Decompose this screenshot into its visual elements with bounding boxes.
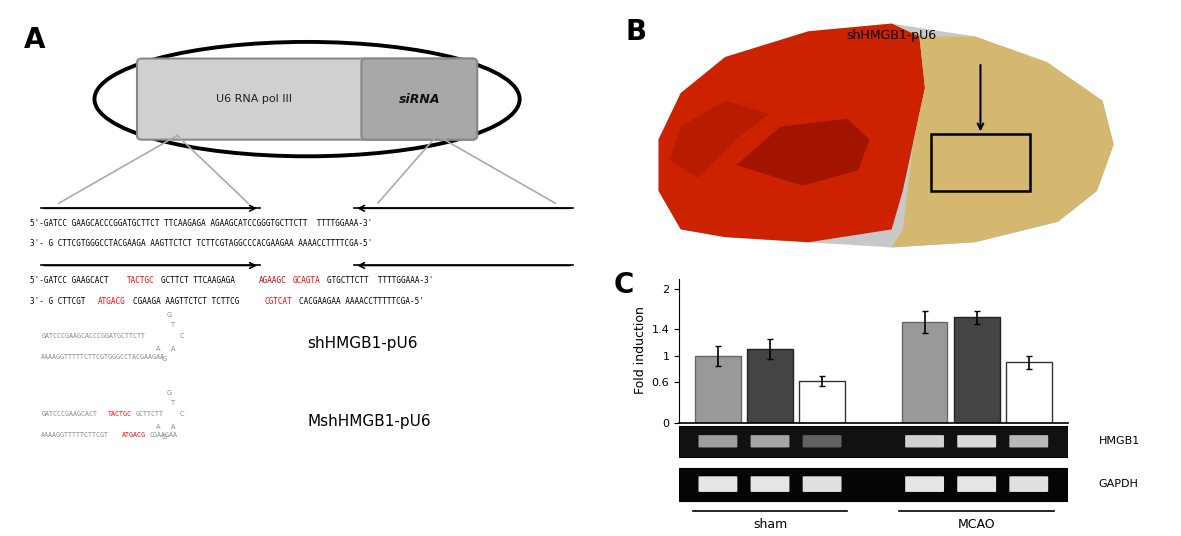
Text: AAAAGGTTTTTCTTCGTGGGCCTACGAAGAA: AAAAGGTTTTTCTTCGTGGGCCTACGAAGAA	[41, 354, 165, 360]
FancyBboxPatch shape	[958, 477, 996, 492]
Text: G: G	[162, 434, 167, 440]
Bar	[800, 381, 844, 422]
Text: G: G	[167, 390, 171, 396]
FancyBboxPatch shape	[361, 58, 477, 140]
Text: MshHMGB1-pU6: MshHMGB1-pU6	[307, 414, 431, 429]
FancyBboxPatch shape	[958, 435, 996, 448]
Text: shHMGB1-pU6: shHMGB1-pU6	[307, 336, 418, 351]
Text: A: A	[156, 423, 161, 430]
FancyBboxPatch shape	[803, 435, 842, 448]
Text: G: G	[162, 356, 167, 362]
Text: G: G	[167, 312, 171, 318]
Text: GTGCTTCTT  TTTTGGAAA-3': GTGCTTCTT TTTTGGAAA-3'	[327, 276, 433, 285]
FancyBboxPatch shape	[905, 477, 944, 492]
Text: U6 RNA pol III: U6 RNA pol III	[216, 94, 292, 104]
Text: CGAAGAA: CGAAGAA	[150, 432, 178, 438]
Polygon shape	[736, 119, 869, 185]
Bar	[696, 355, 740, 422]
Text: A: A	[24, 26, 45, 54]
FancyBboxPatch shape	[698, 435, 737, 448]
Text: AAAAGGTTTTTCTTCGT: AAAAGGTTTTTCTTCGT	[41, 432, 110, 438]
Bar	[954, 317, 999, 422]
Text: 3'- G CTTCGT: 3'- G CTTCGT	[30, 297, 85, 306]
FancyBboxPatch shape	[1010, 435, 1049, 448]
FancyBboxPatch shape	[1010, 477, 1049, 492]
Text: C: C	[180, 333, 184, 339]
Text: C: C	[180, 411, 184, 416]
Text: siRNA: siRNA	[398, 93, 441, 106]
Text: GCTTCT TTCAAGAGA: GCTTCT TTCAAGAGA	[162, 276, 240, 285]
Bar	[931, 134, 1030, 191]
FancyBboxPatch shape	[137, 58, 477, 140]
Y-axis label: Fold induction: Fold induction	[634, 307, 647, 394]
Text: MCAO: MCAO	[958, 518, 996, 531]
Text: 5'-GATCC GAAGCACCCGGATGCTTCT TTCAAGAGA AGAAGCATCCGGGTGCTTCTT  TTTTGGAAA-3': 5'-GATCC GAAGCACCCGGATGCTTCT TTCAAGAGA A…	[30, 219, 372, 228]
Text: ATGACG: ATGACG	[98, 297, 126, 306]
Text: T: T	[171, 322, 175, 328]
Text: A: A	[156, 346, 161, 352]
Text: 3'- G CTTCGTGGGCCTACGAAGA AAGTTCTCT TCTTCGTAGGCCCACGAAGAA AAAACCTTTTCGA-5': 3'- G CTTCGTGGGCCTACGAAGA AAGTTCTCT TCTT…	[30, 240, 372, 249]
FancyBboxPatch shape	[698, 477, 737, 492]
FancyBboxPatch shape	[803, 477, 842, 492]
Bar	[902, 322, 947, 422]
Text: AGAAGC: AGAAGC	[259, 276, 286, 285]
Text: B: B	[625, 18, 646, 47]
Text: GATCCCGAAGCACT: GATCCCGAAGCACT	[41, 411, 97, 417]
Polygon shape	[659, 24, 1114, 248]
Text: GAPDH: GAPDH	[1098, 479, 1138, 489]
Text: T: T	[171, 400, 175, 406]
Text: A: A	[171, 346, 175, 352]
Text: TACTGC: TACTGC	[126, 276, 155, 285]
Text: CGAAGA AAGTTCTCT TCTTCG: CGAAGA AAGTTCTCT TCTTCG	[132, 297, 239, 306]
Text: GCAGTA: GCAGTA	[293, 276, 321, 285]
Polygon shape	[670, 101, 770, 178]
Text: GCTTCTT: GCTTCTT	[136, 411, 164, 417]
Text: ATGACG: ATGACG	[122, 432, 145, 438]
Text: sham: sham	[752, 518, 788, 531]
Text: GATCCCGAAGCACCCGGATGCTTCTT: GATCCCGAAGCACCCGGATGCTTCTT	[41, 333, 145, 339]
FancyBboxPatch shape	[751, 477, 789, 492]
Text: C: C	[614, 271, 634, 299]
Text: shHMGB1-pU6: shHMGB1-pU6	[847, 28, 937, 42]
Bar	[748, 349, 792, 422]
Polygon shape	[659, 24, 925, 242]
Text: CGTCAT: CGTCAT	[265, 297, 292, 306]
Polygon shape	[892, 36, 1114, 248]
Text: TACTGC: TACTGC	[107, 411, 131, 417]
Bar	[679, 426, 1068, 457]
Text: CACGAAGAA AAAACCTTTTTCGA-5': CACGAAGAA AAAACCTTTTTCGA-5'	[299, 297, 424, 306]
Bar	[1006, 362, 1051, 422]
Text: A: A	[171, 423, 175, 430]
Text: 5'-GATCC GAAGCACT: 5'-GATCC GAAGCACT	[30, 276, 109, 285]
FancyBboxPatch shape	[751, 435, 789, 448]
Text: HMGB1: HMGB1	[1098, 436, 1140, 446]
FancyBboxPatch shape	[905, 435, 944, 448]
Bar	[679, 467, 1068, 501]
